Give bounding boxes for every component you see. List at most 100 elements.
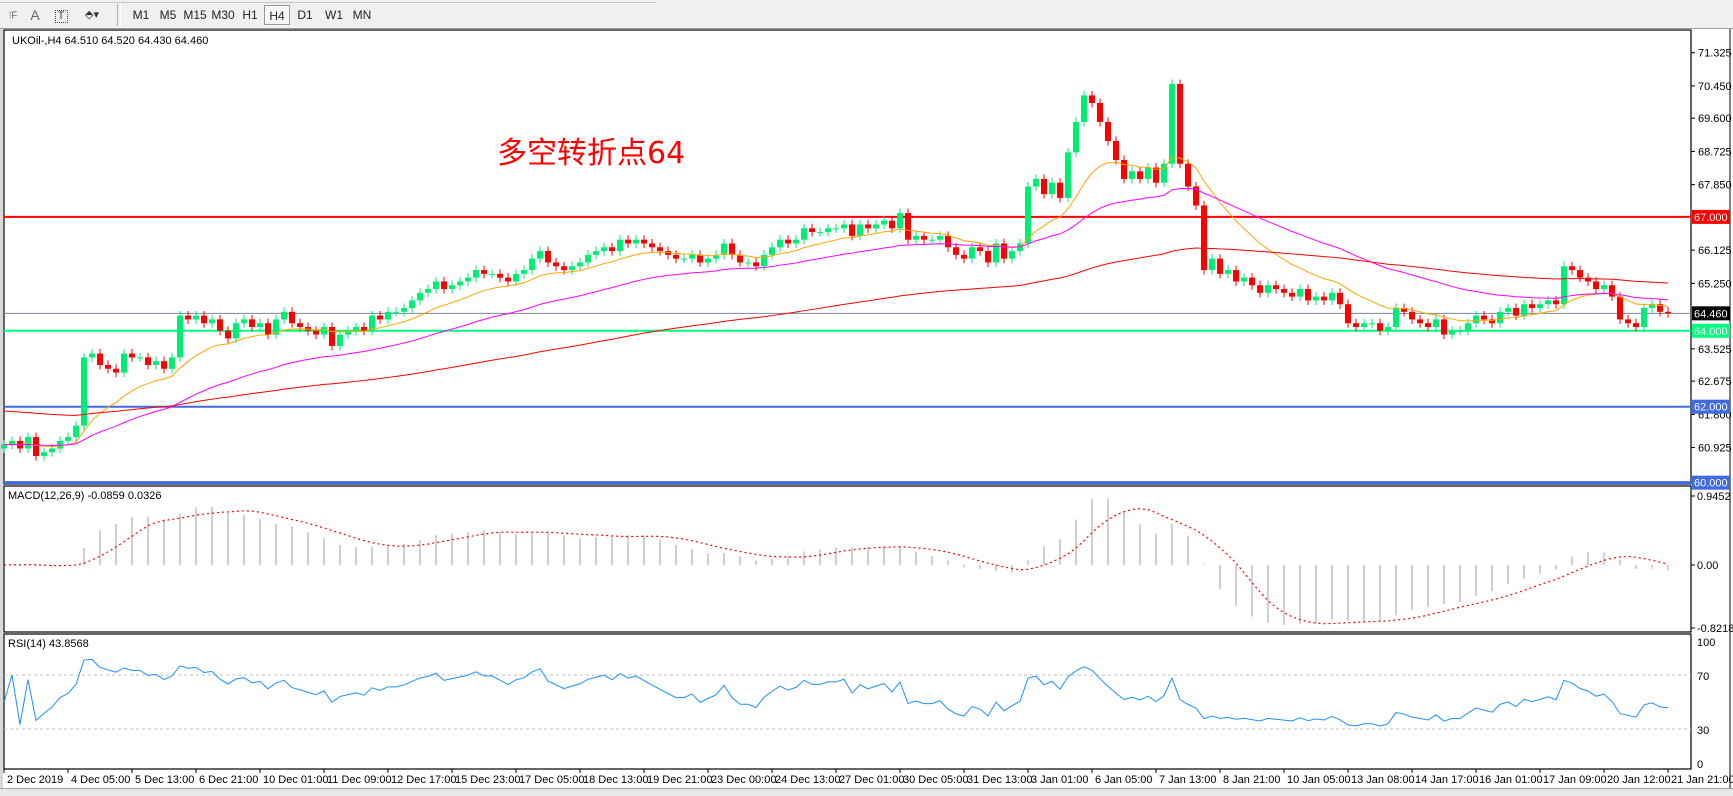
- bear-candle[interactable]: [289, 311, 295, 324]
- bull-candle[interactable]: [393, 311, 399, 313]
- bull-candle[interactable]: [713, 254, 719, 259]
- bull-candle[interactable]: [1537, 304, 1543, 309]
- bear-candle[interactable]: [201, 315, 207, 324]
- bull-candle[interactable]: [49, 448, 55, 453]
- bear-candle[interactable]: [1153, 167, 1159, 183]
- bull-candle[interactable]: [633, 239, 639, 244]
- bear-candle[interactable]: [1409, 311, 1415, 320]
- bull-candle[interactable]: [1497, 311, 1503, 324]
- bear-candle[interactable]: [505, 277, 511, 282]
- bear-candle[interactable]: [1113, 140, 1119, 160]
- bear-candle[interactable]: [145, 357, 151, 365]
- bear-candle[interactable]: [1193, 186, 1199, 206]
- bull-candle[interactable]: [1225, 270, 1231, 274]
- bull-candle[interactable]: [569, 266, 575, 271]
- timeframe-m30-button[interactable]: M30: [211, 8, 235, 22]
- bear-candle[interactable]: [561, 266, 567, 271]
- bull-candle[interactable]: [801, 228, 807, 240]
- bear-candle[interactable]: [1529, 304, 1535, 309]
- bear-candle[interactable]: [481, 270, 487, 274]
- bear-candle[interactable]: [809, 228, 815, 233]
- bull-candle[interactable]: [1073, 121, 1079, 153]
- bear-candle[interactable]: [265, 323, 271, 335]
- bear-candle[interactable]: [297, 323, 303, 327]
- bear-candle[interactable]: [1585, 277, 1591, 282]
- bear-candle[interactable]: [865, 224, 871, 229]
- bull-candle[interactable]: [1369, 323, 1375, 325]
- timeframe-m15-button[interactable]: M15: [183, 8, 207, 22]
- bull-candle[interactable]: [1545, 300, 1551, 305]
- bear-candle[interactable]: [945, 235, 951, 248]
- bull-candle[interactable]: [369, 315, 375, 331]
- bear-candle[interactable]: [1665, 311, 1671, 314]
- bull-candle[interactable]: [585, 254, 591, 263]
- bull-candle[interactable]: [1209, 258, 1215, 271]
- bear-candle[interactable]: [1441, 319, 1447, 335]
- bull-candle[interactable]: [1033, 178, 1039, 187]
- bear-candle[interactable]: [1633, 323, 1639, 327]
- bull-candle[interactable]: [521, 270, 527, 274]
- bull-candle[interactable]: [1081, 95, 1087, 122]
- bull-candle[interactable]: [193, 315, 199, 320]
- bear-candle[interactable]: [921, 235, 927, 240]
- bull-candle[interactable]: [1361, 323, 1367, 327]
- bear-candle[interactable]: [729, 243, 735, 255]
- bear-candle[interactable]: [625, 239, 631, 244]
- chart-annotation-text[interactable]: 多空转折点64: [497, 136, 686, 171]
- bull-candle[interactable]: [1465, 323, 1471, 331]
- bull-candle[interactable]: [857, 224, 863, 236]
- bull-candle[interactable]: [433, 281, 439, 290]
- bull-candle[interactable]: [449, 285, 455, 290]
- bear-candle[interactable]: [249, 319, 255, 327]
- bull-candle[interactable]: [825, 228, 831, 233]
- grid-tool-icon[interactable]: ⁞F: [9, 10, 17, 20]
- bear-candle[interactable]: [1137, 171, 1143, 179]
- bull-candle[interactable]: [337, 334, 343, 346]
- bear-candle[interactable]: [545, 251, 551, 263]
- bear-candle[interactable]: [1337, 292, 1343, 305]
- bear-candle[interactable]: [1353, 323, 1359, 327]
- bull-candle[interactable]: [1457, 330, 1463, 332]
- bull-candle[interactable]: [969, 247, 975, 259]
- bull-candle[interactable]: [401, 308, 407, 312]
- bull-candle[interactable]: [417, 292, 423, 301]
- bull-candle[interactable]: [1561, 266, 1567, 305]
- bear-candle[interactable]: [1377, 323, 1383, 331]
- bull-candle[interactable]: [793, 239, 799, 244]
- bull-candle[interactable]: [833, 228, 839, 230]
- bull-candle[interactable]: [209, 319, 215, 324]
- bull-candle[interactable]: [1385, 326, 1391, 331]
- bull-candle[interactable]: [1145, 167, 1151, 179]
- bear-candle[interactable]: [33, 437, 39, 457]
- bear-candle[interactable]: [1425, 323, 1431, 327]
- bull-candle[interactable]: [169, 357, 175, 369]
- timeframe-m1-button[interactable]: M1: [132, 8, 150, 22]
- bear-candle[interactable]: [1105, 121, 1111, 141]
- bull-candle[interactable]: [617, 239, 623, 252]
- bull-candle[interactable]: [233, 323, 239, 339]
- bull-candle[interactable]: [1169, 84, 1175, 164]
- bull-candle[interactable]: [1433, 319, 1439, 327]
- bull-candle[interactable]: [1297, 289, 1303, 297]
- bear-candle[interactable]: [985, 251, 991, 263]
- bear-candle[interactable]: [1281, 289, 1287, 293]
- bear-candle[interactable]: [1057, 182, 1063, 198]
- bull-candle[interactable]: [1, 444, 7, 449]
- bull-candle[interactable]: [273, 319, 279, 335]
- bear-candle[interactable]: [497, 273, 503, 278]
- bear-candle[interactable]: [1041, 178, 1047, 195]
- bull-candle[interactable]: [993, 243, 999, 263]
- bear-candle[interactable]: [97, 353, 103, 365]
- bear-candle[interactable]: [1233, 270, 1239, 282]
- bull-candle[interactable]: [777, 239, 783, 248]
- timeframe-d1-button[interactable]: D1: [297, 8, 313, 22]
- bull-candle[interactable]: [1313, 296, 1319, 301]
- bear-candle[interactable]: [753, 262, 759, 267]
- bull-candle[interactable]: [353, 326, 359, 331]
- bull-candle[interactable]: [57, 440, 63, 449]
- bull-candle[interactable]: [9, 440, 15, 445]
- bear-candle[interactable]: [1481, 315, 1487, 320]
- bear-candle[interactable]: [905, 213, 911, 240]
- bear-candle[interactable]: [1273, 285, 1279, 290]
- bear-candle[interactable]: [649, 243, 655, 248]
